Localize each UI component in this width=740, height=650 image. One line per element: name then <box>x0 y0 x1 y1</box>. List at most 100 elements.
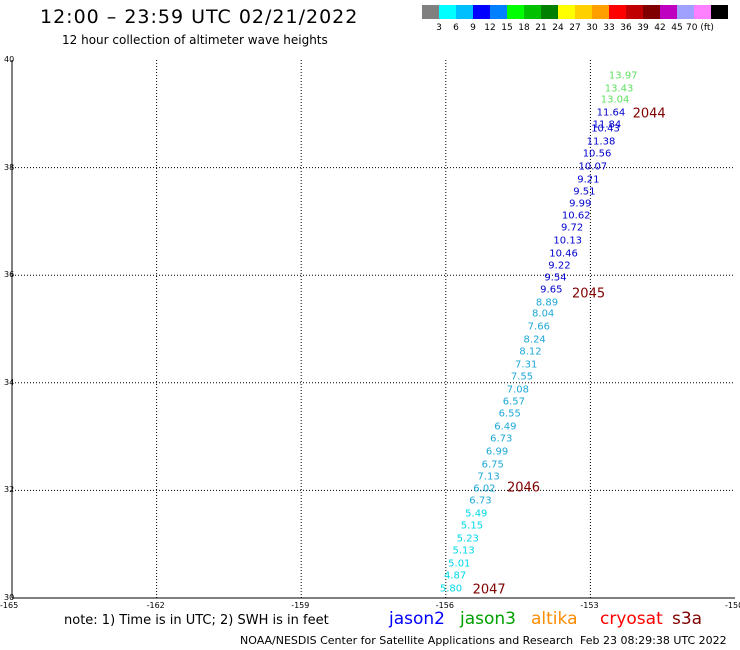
pass-time-label: 2046 <box>506 480 541 496</box>
footer-note: note: 1) Time is in UTC; 2) SWH is in fe… <box>64 613 329 628</box>
pass-time-label: 2044 <box>632 106 666 122</box>
color-swatch <box>524 5 541 19</box>
map-subtitle: 12 hour collection of altimeter wave hei… <box>62 33 328 47</box>
color-swatch <box>643 5 660 19</box>
lat-tick-label: 32 <box>4 485 15 495</box>
color-label: 15 <box>501 23 513 33</box>
wave-height-reading: 7.55 <box>510 371 534 383</box>
color-swatch <box>507 5 524 19</box>
wave-height-reading: 9.65 <box>540 284 563 296</box>
lon-tick-label: -165 <box>0 601 19 610</box>
wave-height-reading: 10.62 <box>561 210 591 222</box>
wave-height-reading: 11.38 <box>586 136 616 148</box>
lon-tick-label: -156 <box>435 601 454 610</box>
wave-height-reading: 13.43 <box>604 83 634 94</box>
satellite-label-cryosat: cryosat <box>600 609 663 629</box>
color-label: 24 <box>552 23 564 33</box>
wave-height-reading: 10.43 <box>591 123 620 135</box>
color-label: 70 (ft) <box>686 23 714 33</box>
wave-height-reading: 8.24 <box>523 334 546 346</box>
color-label: 33 <box>603 23 615 33</box>
color-swatch <box>422 5 439 19</box>
color-swatch <box>541 5 558 19</box>
wave-height-reading: 13.97 <box>608 70 638 82</box>
wave-height-reading: 5.80 <box>439 583 463 595</box>
wave-height-reading: 6.57 <box>502 396 526 408</box>
wave-height-reading: 9.72 <box>560 222 584 234</box>
color-swatch <box>490 5 507 19</box>
satellite-label-jason2: jason2 <box>389 609 445 629</box>
color-label: 21 <box>535 23 547 33</box>
wave-height-reading: 10.13 <box>553 235 583 247</box>
color-swatch <box>575 5 592 19</box>
color-swatch <box>456 5 473 19</box>
color-swatch <box>677 5 694 19</box>
wave-height-reading: 10.07 <box>578 161 608 173</box>
wave-height-reading: 9.21 <box>577 174 600 186</box>
wave-height-reading: 10.46 <box>549 248 578 260</box>
color-label: 27 <box>569 23 581 33</box>
color-swatch <box>660 5 677 19</box>
pass-time-label: 2045 <box>572 286 606 302</box>
color-swatch <box>626 5 643 19</box>
color-label: 39 <box>637 23 649 33</box>
lon-tick-label: -159 <box>291 601 310 610</box>
wave-height-reading: 6.49 <box>494 421 517 433</box>
color-label: 42 <box>654 23 666 33</box>
satellite-label-altika: altika <box>531 609 578 629</box>
generated-timestamp: Feb 23 08:29:38 UTC 2022 <box>580 634 727 647</box>
wave-height-reading: 6.75 <box>481 459 504 471</box>
wave-height-reading: 5.23 <box>456 533 479 545</box>
color-swatch <box>473 5 490 19</box>
satellite-label-s3a: s3a <box>672 609 703 629</box>
color-label: 9 <box>470 23 476 33</box>
wave-height-reading: 6.02 <box>473 483 496 495</box>
wave-height-reading: 4.87 <box>443 570 467 582</box>
lon-tick-label: -150 <box>725 601 740 610</box>
wave-height-reading: 9.99 <box>569 198 592 210</box>
wave-height-reading: 7.31 <box>515 359 538 371</box>
color-swatch <box>694 5 711 19</box>
lat-tick-label: 38 <box>4 162 15 172</box>
wave-height-reading: 9.54 <box>544 272 567 284</box>
wave-height-reading: 5.13 <box>452 545 475 557</box>
color-swatch <box>558 5 575 19</box>
wave-height-reading: 5.15 <box>460 520 484 532</box>
wave-height-reading: 5.01 <box>448 558 471 570</box>
color-swatch <box>592 5 609 19</box>
lat-tick-label: 36 <box>4 270 15 280</box>
lon-tick-label: -162 <box>146 601 165 610</box>
wave-height-reading: 6.73 <box>490 433 513 445</box>
wave-height-reading: 9.22 <box>548 260 571 272</box>
wave-height-reading: 6.99 <box>485 446 509 458</box>
color-swatch <box>439 5 456 19</box>
color-label: 3 <box>436 23 442 33</box>
lat-tick-label: 40 <box>4 55 15 64</box>
wave-height-reading: 7.13 <box>477 471 500 483</box>
wave-height-reading: 7.66 <box>527 321 550 333</box>
lat-tick-label: 34 <box>4 377 15 387</box>
wave-height-reading: 6.73 <box>469 495 492 507</box>
wave-height-reading: 10.56 <box>582 148 612 160</box>
wave-height-reading: 8.12 <box>519 346 542 358</box>
color-label: 6 <box>453 23 459 33</box>
color-label: 12 <box>484 23 496 33</box>
wave-height-reading: 9.51 <box>573 186 596 198</box>
wave-height-reading: 8.04 <box>532 308 555 320</box>
color-swatch <box>711 5 728 19</box>
color-swatch <box>609 5 626 19</box>
wave-height-reading: 11.84 <box>592 119 622 131</box>
color-label: 18 <box>518 23 530 33</box>
credit-line: NOAA/NESDIS Center for Satellite Applica… <box>240 634 574 647</box>
wave-height-reading: 5.49 <box>465 508 488 520</box>
wave-height-reading: 13.04 <box>600 94 630 106</box>
wave-height-reading: 8.89 <box>535 297 559 309</box>
satellite-label-jason3: jason3 <box>460 609 516 629</box>
wave-height-reading: 7.08 <box>506 384 529 396</box>
pass-time-label: 2047 <box>472 582 506 598</box>
lon-tick-label: -153 <box>580 601 599 610</box>
color-label: 45 <box>671 23 683 33</box>
wave-height-reading: 11.64 <box>596 107 626 119</box>
lat-tick-label: 30 <box>4 593 15 602</box>
